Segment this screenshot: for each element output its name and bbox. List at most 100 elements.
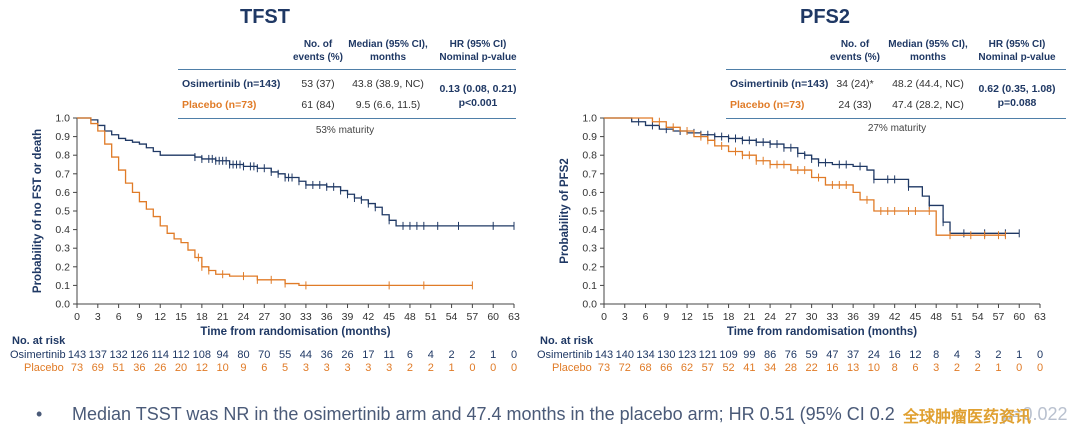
x-tick-label: 21	[743, 311, 755, 323]
risk-count-osimertinib: 126	[130, 349, 148, 361]
chart-title-pfs2: PFS2	[799, 6, 851, 28]
table-divider	[178, 69, 516, 70]
risk-count-osimertinib: 1	[490, 349, 496, 361]
x-tick-label: 54	[972, 311, 984, 323]
x-tick-label: 15	[702, 311, 714, 323]
risk-count-osimertinib: 140	[616, 349, 634, 361]
risk-count-placebo: 0	[511, 362, 517, 374]
risk-count-placebo: 22	[805, 362, 817, 374]
risk-count-placebo: 3	[933, 362, 939, 374]
row-osimertinib-label-2: Osimertinib (n=143)	[730, 78, 829, 90]
risk-count-placebo: 13	[847, 362, 859, 374]
risk-count-placebo: 3	[324, 362, 330, 374]
x-tick-label: 21	[217, 311, 229, 323]
row-osimertinib-median-2: 48.2 (44.4, NC)	[892, 78, 964, 90]
risk-count-placebo: 9	[240, 362, 246, 374]
risk-count-placebo: 57	[702, 362, 714, 374]
risk-count-osimertinib: 16	[889, 349, 901, 361]
risk-count-placebo: 26	[154, 362, 166, 374]
table-header-events-2: No. of events (%)	[829, 39, 880, 63]
x-tick-label: 27	[785, 311, 797, 323]
x-tick-label: 30	[279, 311, 291, 323]
risk-count-osimertinib: 6	[407, 349, 413, 361]
y-tick-label: 0.7	[55, 168, 70, 180]
table-header-median: Median (95% CI), months	[348, 39, 428, 63]
footer-bullet: •	[36, 404, 43, 424]
x-tick-label: 48	[404, 311, 416, 323]
risk-count-placebo: 12	[196, 362, 208, 374]
risk-count-placebo: 51	[112, 362, 124, 374]
x-tick-label: 51	[951, 311, 963, 323]
risk-count-osimertinib: 26	[341, 349, 353, 361]
y-tick-label: 0.5	[55, 206, 70, 218]
risk-count-placebo: 36	[133, 362, 145, 374]
risk-count-placebo: 0	[1016, 362, 1022, 374]
y-tick-label: 0.3	[55, 243, 70, 255]
risk-count-placebo: 0	[490, 362, 496, 374]
risk-count-placebo: 2	[407, 362, 413, 374]
risk-count-placebo: 1	[449, 362, 455, 374]
risk-count-osimertinib: 121	[699, 349, 717, 361]
risk-count-osimertinib: 36	[321, 349, 333, 361]
table-divider-bottom-2	[726, 118, 1066, 119]
risk-count-osimertinib: 114	[151, 349, 169, 361]
x-tick-label: 63	[508, 311, 520, 323]
x-tick-label: 60	[1013, 311, 1025, 323]
x-tick-label: 27	[258, 311, 270, 323]
risk-title-1: No. at risk	[12, 335, 66, 347]
risk-count-placebo: 72	[619, 362, 631, 374]
risk-count-osimertinib: 4	[954, 349, 960, 361]
risk-count-placebo: 1	[995, 362, 1001, 374]
risk-count-osimertinib: 47	[826, 349, 838, 361]
risk-count-placebo: 52	[722, 362, 734, 374]
x-tick-label: 24	[238, 311, 250, 323]
risk-count-placebo: 34	[764, 362, 776, 374]
risk-count-osimertinib: 3	[975, 349, 981, 361]
y-tick-label: 0.4	[55, 224, 70, 236]
risk-count-placebo: 66	[660, 362, 672, 374]
risk-count-placebo: 3	[344, 362, 350, 374]
risk-count-placebo: 8	[892, 362, 898, 374]
risk-count-placebo: 41	[743, 362, 755, 374]
x-tick-label: 36	[321, 311, 333, 323]
x-tick-label: 57	[467, 311, 479, 323]
maturity-label-2: 27% maturity	[867, 123, 927, 134]
risk-count-osimertinib: 1	[1016, 349, 1022, 361]
y-tick-label: 0.9	[582, 131, 597, 143]
risk-count-osimertinib: 109	[719, 349, 737, 361]
footer-text-tail: p=0.022	[1002, 404, 1068, 424]
risk-count-osimertinib: 8	[933, 349, 939, 361]
risk-count-placebo: 69	[92, 362, 104, 374]
risk-count-placebo: 16	[826, 362, 838, 374]
x-axis-label: Time from randomisation (months)	[200, 326, 390, 338]
risk-count-placebo: 0	[1037, 362, 1043, 374]
row-placebo-median: 9.5 (6.6, 11.5)	[355, 99, 421, 111]
footer-text: Median TSST was NR in the osimertinib ar…	[72, 404, 895, 424]
x-axis-label: Time from randomisation (months)	[727, 326, 917, 338]
x-tick-label: 12	[681, 311, 693, 323]
p-value: p<0.001	[458, 97, 498, 109]
y-tick-label: 0.2	[582, 261, 597, 273]
row-placebo-label: Placebo (n=73)	[182, 99, 257, 111]
x-tick-label: 39	[868, 311, 880, 323]
x-tick-label: 30	[806, 311, 818, 323]
risk-count-osimertinib: 12	[909, 349, 921, 361]
x-tick-label: 39	[342, 311, 354, 323]
x-tick-label: 9	[663, 311, 669, 323]
x-tick-label: 24	[764, 311, 776, 323]
risk-count-placebo: 2	[975, 362, 981, 374]
x-tick-label: 3	[95, 311, 101, 323]
risk-count-osimertinib: 112	[172, 349, 190, 361]
x-tick-label: 48	[930, 311, 942, 323]
y-tick-label: 0.5	[582, 206, 597, 218]
x-tick-label: 9	[137, 311, 143, 323]
risk-count-placebo: 20	[175, 362, 187, 374]
risk-count-osimertinib: 134	[636, 349, 654, 361]
x-tick-label: 60	[487, 311, 499, 323]
x-tick-label: 51	[425, 311, 437, 323]
risk-count-osimertinib: 108	[193, 349, 211, 361]
table-divider-bottom	[178, 118, 516, 119]
x-tick-label: 54	[446, 311, 458, 323]
risk-count-osimertinib: 123	[678, 349, 696, 361]
